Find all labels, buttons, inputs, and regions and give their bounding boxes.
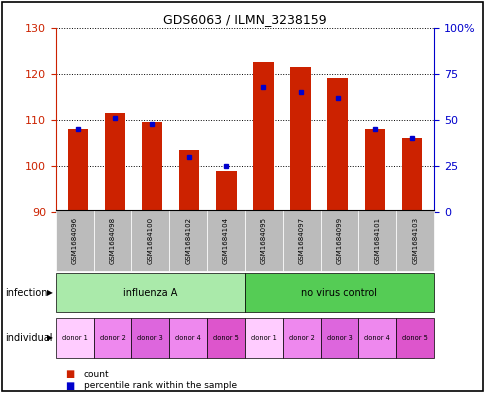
Text: GSM1684099: GSM1684099 [336,217,342,264]
Text: donor 1: donor 1 [250,335,276,341]
Text: donor 2: donor 2 [99,335,125,341]
Bar [179,150,199,212]
Bar [105,113,125,212]
Bar [364,129,384,212]
Text: no virus control: no virus control [301,288,377,298]
Bar [142,122,162,212]
Text: percentile rank within the sample: percentile rank within the sample [84,382,237,390]
Text: donor 2: donor 2 [288,335,314,341]
Text: ■: ■ [65,369,75,379]
Text: individual: individual [5,333,52,343]
Text: GSM1684100: GSM1684100 [147,217,153,264]
Text: GSM1684097: GSM1684097 [298,217,304,264]
Text: ■: ■ [65,381,75,391]
Text: donor 1: donor 1 [61,335,88,341]
Text: donor 5: donor 5 [401,335,427,341]
Text: donor 5: donor 5 [212,335,239,341]
Text: donor 3: donor 3 [137,335,163,341]
Bar [290,67,310,212]
Text: ▶: ▶ [47,334,53,342]
Bar [401,138,421,212]
Text: GSM1684104: GSM1684104 [223,217,228,264]
Text: GSM1684103: GSM1684103 [411,217,417,264]
Text: infection: infection [5,288,47,298]
Text: GSM1684096: GSM1684096 [72,217,77,264]
Text: GSM1684101: GSM1684101 [374,217,379,264]
Text: GSM1684102: GSM1684102 [185,217,191,264]
Text: ▶: ▶ [47,288,53,297]
Text: GSM1684098: GSM1684098 [109,217,115,264]
Bar [216,171,236,212]
Text: influenza A: influenza A [123,288,177,298]
Bar [327,78,347,212]
Bar [253,62,273,212]
Text: donor 4: donor 4 [175,335,201,341]
Text: donor 3: donor 3 [326,335,352,341]
Text: donor 4: donor 4 [363,335,390,341]
Bar [68,129,88,212]
Text: count: count [84,370,109,378]
Title: GDS6063 / ILMN_3238159: GDS6063 / ILMN_3238159 [163,13,326,26]
Text: GSM1684095: GSM1684095 [260,217,266,264]
